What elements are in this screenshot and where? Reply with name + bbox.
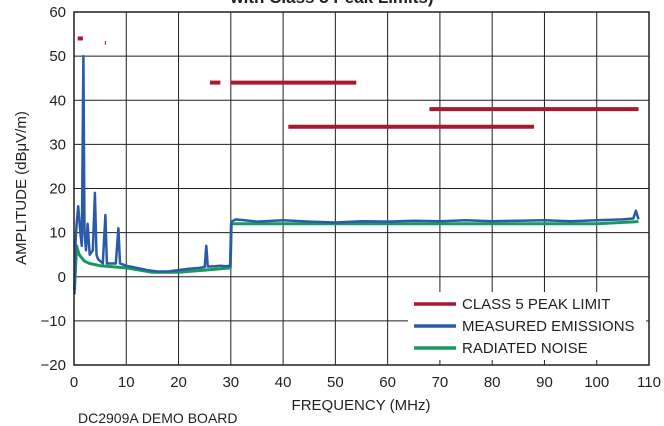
legend-label-peak-limit: CLASS 5 PEAK LIMIT	[462, 296, 610, 313]
radiated-noise-line	[73, 220, 639, 291]
x-tick-label: 0	[70, 374, 78, 391]
footer-caption: DC2909A DEMO BOARD	[78, 410, 238, 426]
x-tick-label: 90	[536, 374, 553, 391]
legend-label-radiated-noise: RADIATED NOISE	[462, 340, 588, 357]
radiated-noise-series	[73, 220, 639, 291]
y-tick-label: 60	[49, 4, 66, 21]
x-tick-label: 60	[379, 374, 396, 391]
x-tick-label: 70	[432, 374, 449, 391]
y-tick-label: 20	[49, 181, 66, 198]
legend-label-measured-emissions: MEASURED EMISSIONS	[462, 318, 635, 335]
y-tick-label: 50	[49, 48, 66, 65]
y-tick-label: −20	[41, 357, 66, 374]
y-axis-label: AMPLITUDE (dBμV/m)	[13, 111, 30, 265]
x-tick-label: 40	[275, 374, 292, 391]
y-tick-label: 0	[58, 269, 66, 286]
x-tick-label: 20	[170, 374, 187, 391]
chart-title: with Class 5 Peak Limits)	[0, 0, 664, 8]
peak-limit-series	[77, 36, 639, 129]
x-axis-label: FREQUENCY (MHz)	[292, 397, 431, 414]
y-tick-label: −10	[41, 313, 66, 330]
x-tick-label: 30	[222, 374, 239, 391]
x-tick-labels: 0 10 20 30 40 50 60 70 80 90 100 110	[70, 374, 661, 391]
measured-emissions-series	[73, 54, 640, 295]
legend: CLASS 5 PEAK LIMIT MEASURED EMISSIONS RA…	[408, 292, 646, 360]
measured-emissions-line	[73, 54, 640, 295]
plot-frame	[73, 11, 650, 366]
x-tick-label: 110	[637, 374, 661, 391]
x-tick-label: 100	[584, 374, 609, 391]
y-tick-label: 10	[49, 225, 66, 242]
x-tick-label: 10	[118, 374, 135, 391]
y-tick-label: 40	[49, 92, 66, 109]
y-tick-label: 30	[49, 136, 66, 153]
y-tick-labels: 60 50 40 30 20 10 0 −10 −20	[41, 4, 66, 374]
x-tick-label: 80	[484, 374, 501, 391]
x-tick-label: 50	[327, 374, 344, 391]
